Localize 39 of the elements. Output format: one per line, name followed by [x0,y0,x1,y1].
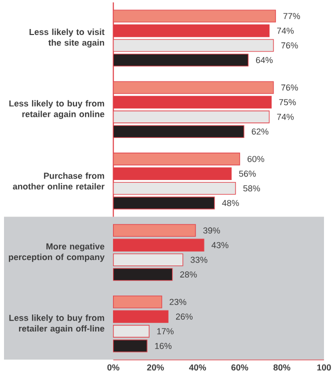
data-label: 39% [203,227,220,234]
data-label: 16% [155,342,172,349]
data-label: 76% [281,84,298,91]
y-tick-label: Less likely to buy from retailer again off-line [9,314,104,334]
bar [113,310,168,323]
bar [113,253,184,266]
x-tick-label: 60% [231,364,248,371]
data-label: 62% [252,128,268,135]
data-label: 74% [277,28,294,34]
data-label: 23% [170,298,186,305]
bar [113,340,148,352]
bar [113,324,150,338]
bar [113,296,162,308]
data-label: 76% [281,42,298,48]
data-label: 33% [190,256,208,263]
data-label: 26% [176,314,193,320]
data-label: 58% [243,185,260,192]
bar [113,268,173,281]
y-tick-label: Less likely to visit the site again [30,28,105,48]
y-tick-label: Less likely to buy from retailer again online [9,100,104,119]
data-label: 77% [283,13,300,20]
bar [113,224,196,237]
data-label: 43% [212,242,228,248]
data-label: 64% [256,57,273,64]
data-label: 74% [277,114,294,120]
data-label: 48% [222,200,239,206]
x-tick-label: 0% [107,364,120,371]
x-tick-label: 100 [317,364,331,371]
data-label: 60% [248,156,264,162]
data-label: 56% [239,170,256,177]
bar [113,238,204,252]
y-tick-label: Purchase from another online retailer [12,172,104,190]
data-label: 28% [180,271,197,278]
x-tick-label: 20% [147,364,164,371]
x-tick-label: 80% [273,364,290,371]
data-label: 17% [157,328,174,334]
y-tick-label: More negative perception of company [8,243,105,262]
x-tick-label: 40% [189,364,206,371]
data-label: 75% [279,99,296,106]
